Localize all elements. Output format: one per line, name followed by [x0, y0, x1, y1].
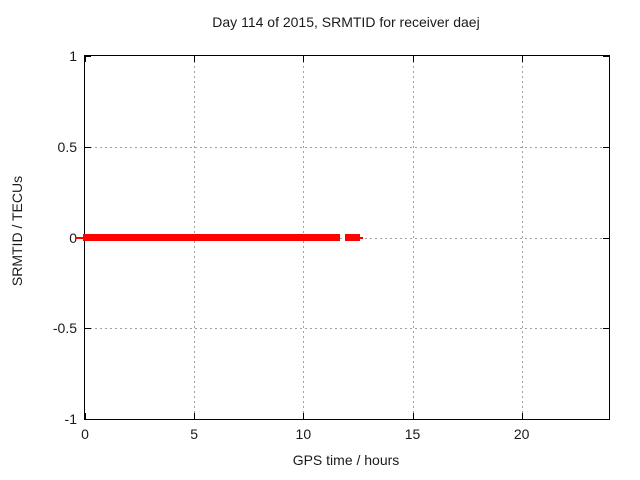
y-tick-right — [603, 146, 609, 148]
x-tick-top — [303, 56, 305, 62]
y-axis-label: SRMTID / TECUs — [9, 175, 25, 287]
gridline-horizontal — [85, 146, 609, 148]
y-tick-left — [85, 328, 91, 330]
gridline-horizontal — [85, 328, 609, 330]
x-tick-label: 15 — [404, 426, 421, 442]
y-tick-right — [603, 56, 609, 57]
series-segment — [76, 236, 83, 239]
x-tick-bottom — [85, 413, 86, 419]
x-tick-label: 10 — [295, 426, 312, 442]
y-tick-right — [603, 237, 609, 239]
x-tick-label: 20 — [513, 426, 530, 442]
x-tick-top — [194, 56, 196, 62]
x-tick-top — [412, 56, 414, 62]
y-tick-label: -1 — [64, 411, 77, 427]
y-tick-left — [85, 419, 91, 420]
y-tick-label: 0 — [69, 229, 77, 246]
chart-title: Day 114 of 2015, SRMTID for receiver dae… — [212, 14, 480, 30]
y-tick-label: 1 — [69, 48, 77, 64]
y-tick-left — [85, 56, 91, 57]
series-segment — [82, 234, 341, 241]
x-tick-bottom — [194, 413, 196, 419]
x-tick-label: 5 — [190, 426, 199, 442]
x-tick-bottom — [303, 413, 305, 419]
x-tick-bottom — [412, 413, 414, 419]
plot-area: 0 5 10 15 20 1 0.5 0 -0.5 -1 — [53, 48, 610, 442]
y-tick-left — [85, 146, 91, 148]
y-tick-label: 0.5 — [57, 138, 77, 155]
series-segment — [359, 236, 363, 239]
y-tick-right — [603, 328, 609, 330]
y-tick-right — [603, 419, 609, 420]
series-segment — [344, 234, 360, 241]
x-tick-label: 0 — [81, 426, 89, 442]
y-tick-label: -0.5 — [52, 320, 77, 337]
x-tick-top — [521, 56, 523, 62]
x-axis-label: GPS time / hours — [292, 452, 400, 468]
x-tick-bottom — [521, 413, 523, 419]
x-tick-top — [85, 56, 86, 62]
